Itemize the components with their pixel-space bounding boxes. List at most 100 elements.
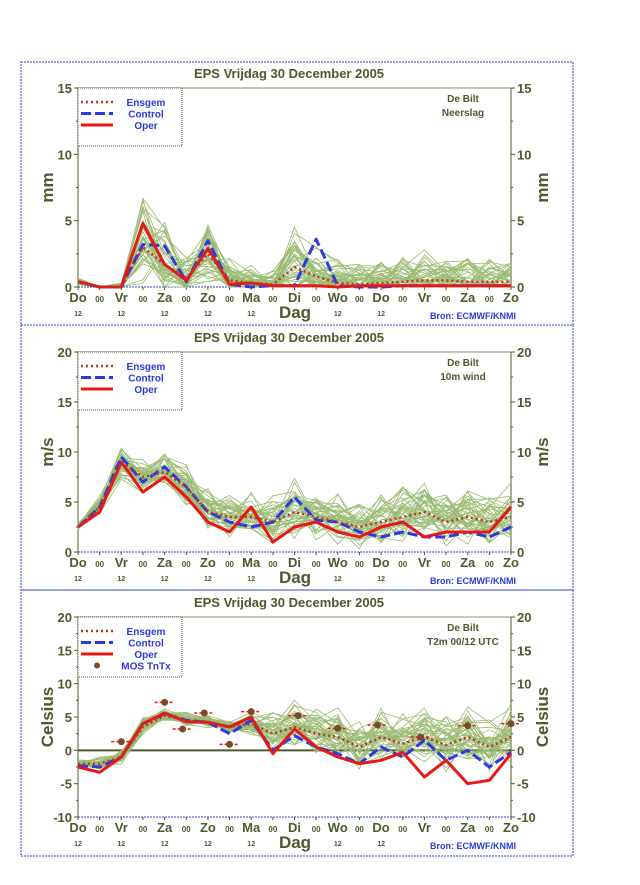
- station-label: De Bilt: [447, 94, 479, 105]
- x-tick-label: 00: [442, 560, 451, 569]
- x-tick-label: 00: [95, 825, 104, 834]
- ensemble-member-line: [77, 705, 512, 767]
- y-tick-label-left: 20: [58, 610, 72, 625]
- ensemble-member-line: [77, 703, 512, 770]
- mos-tntx-point: [161, 698, 169, 706]
- x-tick-label: 00: [485, 825, 494, 834]
- y-tick-label-right: 5: [517, 495, 524, 510]
- x-tick-label: 00: [95, 295, 104, 304]
- x-tick-label: 00: [138, 295, 147, 304]
- x-tick-label: 00: [398, 825, 407, 834]
- x-tick-label: Vr: [418, 555, 431, 570]
- x-tick-label: Di: [288, 820, 301, 835]
- y-axis-label-right: Celsius: [533, 687, 552, 747]
- x-sub-tick-label: 12: [74, 841, 82, 848]
- y-tick-label-left: 0: [65, 545, 72, 560]
- x-tick-label: Vr: [115, 290, 128, 305]
- y-tick-label-left: 5: [65, 214, 72, 229]
- x-tick-label: 00: [355, 295, 364, 304]
- y-tick-label-left: 10: [58, 677, 72, 692]
- source-label: Bron: ECMWF/KNMI: [430, 576, 516, 586]
- x-tick-label: 00: [312, 560, 321, 569]
- mos-tntx-point: [373, 721, 381, 729]
- x-tick-label: 00: [485, 560, 494, 569]
- x-tick-label: 00: [182, 295, 191, 304]
- x-tick-label: Ma: [242, 290, 261, 305]
- y-tick-label-right: 0: [517, 743, 524, 758]
- ensemble-member-line: [77, 207, 512, 288]
- y-tick-label-left: 10: [58, 147, 72, 162]
- y-tick-label-left: -10: [53, 810, 72, 825]
- x-tick-label: Za: [460, 820, 476, 835]
- x-tick-label: 00: [225, 825, 234, 834]
- x-sub-tick-label: 12: [74, 576, 82, 583]
- y-tick-label-left: 5: [65, 710, 72, 725]
- x-tick-label: Wo: [328, 290, 348, 305]
- ensemble-member-line: [77, 231, 512, 288]
- x-tick-label: 00: [355, 825, 364, 834]
- legend-label: Oper: [134, 385, 157, 396]
- x-tick-label: Za: [460, 555, 476, 570]
- x-tick-label: Zo: [503, 555, 519, 570]
- y-tick-label-left: 20: [58, 345, 72, 360]
- mos-tntx-point: [507, 720, 515, 728]
- x-tick-label: 00: [485, 295, 494, 304]
- x-tick-label: 00: [268, 560, 277, 569]
- x-tick-label: 00: [225, 560, 234, 569]
- y-tick-label-left: 15: [58, 643, 72, 658]
- x-tick-label: Wo: [328, 555, 348, 570]
- ensemble-member-line: [77, 452, 512, 533]
- y-tick-label-right: 10: [517, 445, 531, 460]
- x-tick-label: 00: [398, 560, 407, 569]
- y-tick-label-left: -5: [60, 777, 72, 792]
- x-tick-label: Zo: [200, 820, 216, 835]
- x-tick-label: Vr: [418, 820, 431, 835]
- ensemble-member-line: [77, 230, 512, 288]
- y-tick-label-right: -5: [517, 777, 529, 792]
- x-tick-label: Za: [157, 555, 173, 570]
- mos-tntx-point: [464, 722, 472, 730]
- legend-box: [77, 87, 183, 147]
- series-control-line: [76, 455, 512, 539]
- y-tick-label-left: 0: [65, 280, 72, 295]
- x-tick-label: Vr: [115, 555, 128, 570]
- x-tick-label: Ma: [242, 820, 261, 835]
- x-tick-label: Do: [372, 820, 389, 835]
- series-oper-line: [77, 460, 513, 544]
- variable-label: Neerslag: [442, 108, 484, 119]
- x-tick-label: Do: [69, 290, 86, 305]
- x-axis-label: Dag: [279, 833, 311, 852]
- x-sub-tick-label: 12: [334, 311, 342, 318]
- chart-title: EPS Vrijdag 30 December 2005: [194, 330, 384, 345]
- station-label: De Bilt: [447, 623, 479, 634]
- legend-label: Ensgem: [127, 362, 166, 373]
- x-sub-tick-label: 12: [334, 576, 342, 583]
- y-tick-label-right: 15: [517, 643, 531, 658]
- legend-label: Control: [128, 639, 164, 650]
- x-tick-label: Zo: [200, 290, 216, 305]
- series-oper-line: [77, 711, 513, 786]
- x-axis-label: Dag: [279, 568, 311, 587]
- mos-tntx-point: [117, 738, 125, 746]
- panel-3: EPS Vrijdag 30 December 2005-10 -10-5 -50 0…: [20, 589, 574, 857]
- x-tick-label: 00: [138, 825, 147, 834]
- y-tick-label-left: 0: [65, 743, 72, 758]
- x-tick-label: Zo: [503, 820, 519, 835]
- x-tick-label: Zo: [200, 555, 216, 570]
- x-tick-label: Zo: [503, 290, 519, 305]
- y-axis-label-left: m/s: [38, 437, 57, 466]
- x-axis-label: Dag: [279, 303, 311, 322]
- ensemble-member-line: [77, 457, 512, 534]
- chart-title: EPS Vrijdag 30 December 2005: [194, 595, 384, 610]
- y-tick-label-right: 15: [517, 81, 531, 96]
- x-tick-label: Di: [288, 555, 301, 570]
- x-sub-tick-label: 12: [74, 311, 82, 318]
- y-axis-label-right: m/s: [533, 437, 552, 466]
- x-sub-tick-label: 12: [117, 311, 125, 318]
- ensemble-member-line: [77, 232, 512, 288]
- x-tick-label: 00: [182, 560, 191, 569]
- y-tick-label-right: 20: [517, 610, 531, 625]
- mos-tntx-point: [179, 725, 187, 733]
